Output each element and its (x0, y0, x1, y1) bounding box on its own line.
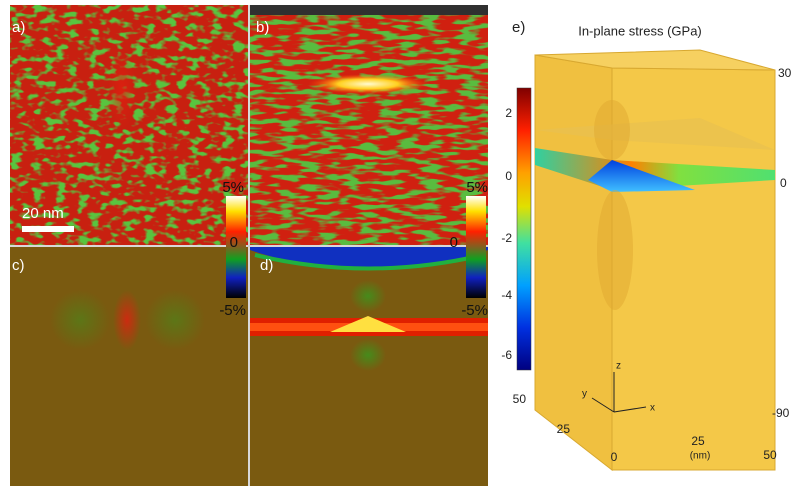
y-tick: 25 (557, 422, 571, 436)
panel-label: e) (512, 19, 525, 36)
z-tick: -90 (772, 406, 790, 420)
colorbar-tick: -2 (501, 231, 512, 245)
z-tick: 0 (780, 176, 787, 190)
colorbar-tick: -5% (461, 302, 488, 319)
axis-label: x (650, 403, 655, 414)
strain-colorbar: 5% 0 -5% (219, 179, 246, 319)
panel-b (250, 5, 488, 245)
panel-d (250, 247, 488, 486)
colorbar-tick: 0 (505, 169, 512, 183)
colorbar-tick: 5% (466, 179, 488, 196)
colorbar-tick: -6 (501, 348, 512, 362)
panel-label: c) (12, 257, 25, 274)
scale-bar (22, 226, 74, 232)
colorbar-tick: 0 (450, 234, 458, 251)
x-unit: (nm) (690, 451, 711, 462)
colorbar-tick: 2 (505, 106, 512, 120)
strain-colorbar: 5% 0 -5% (450, 179, 488, 319)
colorbar-tick: 5% (222, 179, 244, 196)
axis-label: y (582, 389, 587, 400)
colorbar-tick: -4 (501, 288, 512, 302)
axis-label: z (616, 361, 621, 372)
colorbar-tick: -5% (219, 302, 246, 319)
y-tick: 0 (611, 450, 618, 464)
scale-bar-label: 20 nm (22, 205, 64, 222)
colorbar-tick: 0 (230, 234, 238, 251)
panel-c (10, 247, 248, 486)
panel-label: b) (256, 19, 269, 36)
panel-e: e) In-plane stress (GPa) 2 0 -2 -4 -6 30… (501, 19, 792, 472)
panel-label: d) (260, 257, 273, 274)
panel-a (10, 5, 248, 245)
panel-label: a) (12, 19, 25, 36)
z-tick: 30 (778, 66, 792, 80)
x-tick: 25 (691, 434, 705, 448)
x-tick: 50 (763, 448, 777, 462)
panel-title: In-plane stress (GPa) (578, 23, 702, 38)
y-tick: 50 (513, 392, 527, 406)
